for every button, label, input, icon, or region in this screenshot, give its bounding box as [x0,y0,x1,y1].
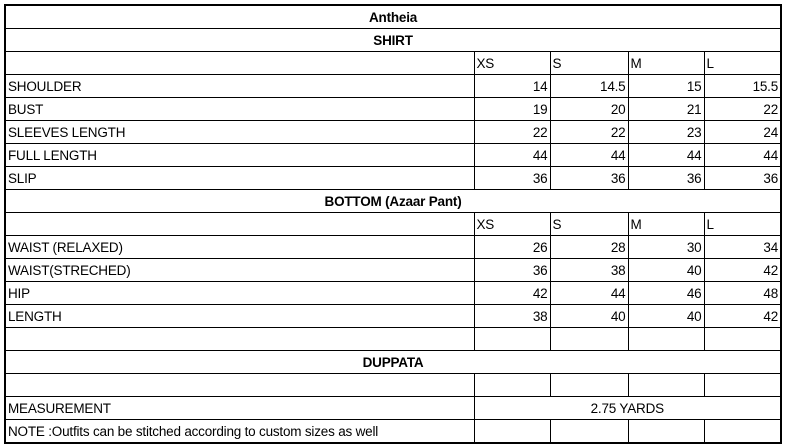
size-header-row: XS S M L [4,212,782,236]
measurement-value: 42 [703,258,782,282]
note-text: NOTE :Outfits can be stitched according … [4,419,475,444]
measurement-value: 22 [703,97,782,121]
size-header: S [549,51,629,75]
empty-row [4,327,782,351]
note-row: NOTE :Outfits can be stitched according … [4,419,782,444]
size-header: XS [473,51,551,75]
measurement-value: 42 [703,304,782,328]
empty-cell [703,419,782,444]
measurement-value: 30 [627,235,705,259]
measurement-value: 19 [473,97,551,121]
measurement-value: 15.5 [703,74,782,98]
measurement-label: FULL LENGTH [4,143,475,167]
section-header-row: DUPPATA [4,350,782,374]
measurement-value: 14 [473,74,551,98]
measurement-value: 22 [549,120,629,144]
measurement-value: 38 [549,258,629,282]
measurement-value: 44 [549,143,629,167]
table-row: BUST 19 20 21 22 [4,97,782,121]
measurement-value: 21 [627,97,705,121]
measurement-value: 36 [549,166,629,190]
measurement-label: SHOULDER [4,74,475,98]
section-header-row: SHIRT [4,28,782,52]
title-row: Antheia [4,4,782,29]
measurement-value: 14.5 [549,74,629,98]
empty-cell [4,51,475,75]
empty-cell [473,419,551,444]
empty-cell [703,373,782,397]
size-header: XS [473,212,551,236]
size-header: M [627,51,705,75]
measurement-value: 44 [627,143,705,167]
measurement-value: 34 [703,235,782,259]
measurement-value: 28 [549,235,629,259]
empty-cell [627,327,705,351]
measurement-label: WAIST(STRECHED) [4,258,475,282]
empty-cell [4,212,475,236]
measurement-value: 36 [627,166,705,190]
table-row: SHOULDER 14 14.5 15 15.5 [4,74,782,98]
size-header-row: XS S M L [4,51,782,75]
size-header: S [549,212,629,236]
table-row: HIP 42 44 46 48 [4,281,782,305]
measurement-value: 38 [473,304,551,328]
empty-cell [4,373,475,397]
measurement-value: 24 [703,120,782,144]
empty-cell [473,373,551,397]
measurement-value: 40 [627,304,705,328]
measurement-value: 36 [473,166,551,190]
section-header-row: BOTTOM (Azaar Pant) [4,189,782,213]
measurement-value: 26 [473,235,551,259]
measurement-value: 44 [703,143,782,167]
section-heading-bottom: BOTTOM (Azaar Pant) [4,189,782,213]
measurement-label: MEASUREMENT [4,396,475,420]
measurement-value: 44 [549,281,629,305]
table-row: WAIST (RELAXED) 26 28 30 34 [4,235,782,259]
size-header: L [703,212,782,236]
empty-cell [473,327,551,351]
measurement-value: 40 [627,258,705,282]
measurement-value: 46 [627,281,705,305]
measurement-value: 44 [473,143,551,167]
empty-cell [549,327,629,351]
table-row: FULL LENGTH 44 44 44 44 [4,143,782,167]
measurement-value: 20 [549,97,629,121]
measurement-value: 22 [473,120,551,144]
measurement-value: 40 [549,304,629,328]
empty-cell [627,373,705,397]
empty-row [4,373,782,397]
table-row: MEASUREMENT 2.75 YARDS [4,396,782,420]
measurement-label: SLIP [4,166,475,190]
table-row: SLIP 36 36 36 36 [4,166,782,190]
section-heading-shirt: SHIRT [4,28,782,52]
section-heading-duppata: DUPPATA [4,350,782,374]
measurement-label: SLEEVES LENGTH [4,120,475,144]
table-row: WAIST(STRECHED) 36 38 40 42 [4,258,782,282]
size-chart-table: Antheia SHIRT XS S M L SHOULDER 14 14.5 15 15.5 BUS… [4,4,783,444]
table-row: SLEEVES LENGTH 22 22 23 24 [4,120,782,144]
empty-cell [549,419,629,444]
empty-cell [549,373,629,397]
size-header: M [627,212,705,236]
measurement-value: 2.75 YARDS [473,396,782,420]
measurement-value: 48 [703,281,782,305]
table-row: LENGTH 38 40 40 42 [4,304,782,328]
measurement-value: 42 [473,281,551,305]
size-header: L [703,51,782,75]
measurement-value: 23 [627,120,705,144]
measurement-label: LENGTH [4,304,475,328]
measurement-value: 36 [703,166,782,190]
empty-cell [4,327,475,351]
measurement-label: WAIST (RELAXED) [4,235,475,259]
measurement-label: BUST [4,97,475,121]
empty-cell [627,419,705,444]
table-title: Antheia [4,4,782,29]
measurement-value: 36 [473,258,551,282]
measurement-value: 15 [627,74,705,98]
empty-cell [703,327,782,351]
measurement-label: HIP [4,281,475,305]
